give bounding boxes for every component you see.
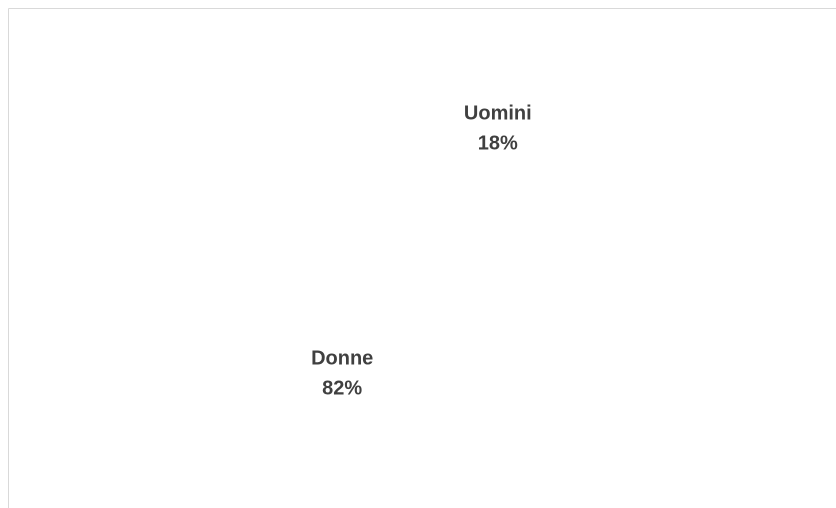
pie-slice bbox=[419, 29, 620, 251]
category-label: Uomini bbox=[464, 103, 532, 125]
category-label: Donne bbox=[311, 348, 373, 370]
data-label: Uomini 18% bbox=[464, 103, 532, 155]
value-label: 82% bbox=[322, 378, 362, 400]
value-label: 18% bbox=[478, 133, 518, 155]
data-label: Donne 82% bbox=[311, 348, 373, 400]
pie-slice bbox=[199, 29, 641, 471]
